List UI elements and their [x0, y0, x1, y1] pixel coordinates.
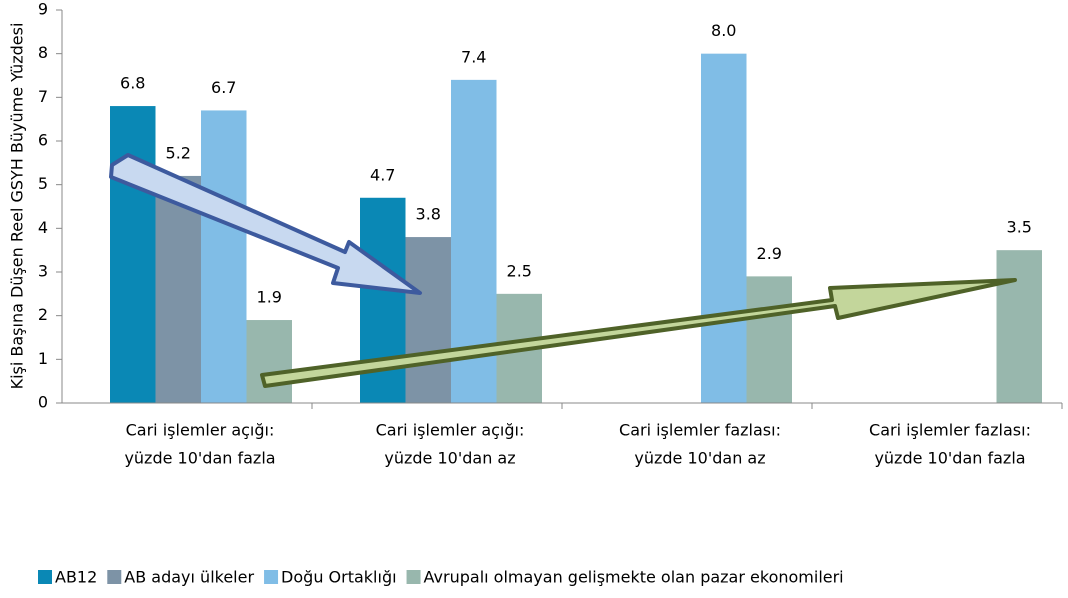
- y-tick-label: 6: [38, 131, 48, 150]
- bar: [996, 250, 1042, 403]
- x-tick-label: yüzde 10'dan fazla: [124, 449, 275, 468]
- data-label: 2.5: [507, 261, 532, 280]
- y-axis-label: Kişi Başına Düşen Reel GSYH Büyüme Yüzde…: [8, 23, 27, 390]
- data-label: 6.8: [120, 74, 145, 93]
- legend-label: AB12: [55, 568, 97, 587]
- y-tick-label: 8: [38, 43, 48, 62]
- legend-swatch: [107, 570, 122, 584]
- legend-label: Avrupalı olmayan gelişmekte olan pazar e…: [424, 568, 844, 587]
- y-tick-label: 9: [38, 0, 48, 19]
- blue-arrow: [109, 153, 422, 295]
- bar: [405, 237, 451, 403]
- bar: [701, 53, 747, 404]
- x-tick-label: yüzde 10'dan az: [384, 449, 515, 468]
- green-arrow: [260, 278, 1017, 388]
- data-label: 7.4: [461, 47, 486, 66]
- bar: [110, 106, 156, 404]
- data-label: 3.8: [416, 205, 441, 224]
- x-tick-label: Cari işlemler fazlası:: [619, 421, 781, 440]
- y-tick-label: 4: [38, 218, 48, 237]
- x-tick-label: yüzde 10'dan az: [634, 449, 765, 468]
- data-label: 1.9: [257, 288, 282, 307]
- bar: [201, 110, 247, 403]
- bar: [246, 320, 292, 403]
- y-tick-label: 3: [38, 262, 48, 281]
- data-label: 2.9: [757, 244, 782, 263]
- data-label: 6.7: [211, 78, 236, 97]
- legend-swatch: [38, 570, 52, 584]
- y-tick-label: 7: [38, 87, 48, 106]
- legend-label: Doğu Ortaklığı: [281, 568, 397, 587]
- data-label: 3.5: [1007, 218, 1032, 237]
- y-tick-label: 1: [38, 349, 48, 368]
- x-tick-label: Cari işlemler açığı:: [376, 421, 525, 440]
- y-tick-label: 0: [38, 393, 48, 412]
- bar: [746, 276, 792, 403]
- data-label: 8.0: [711, 21, 736, 40]
- bar: [155, 175, 201, 403]
- x-tick-label: Cari işlemler açığı:: [126, 421, 275, 440]
- data-label: 5.2: [166, 143, 191, 162]
- legend-swatch: [264, 570, 279, 584]
- y-tick-label: 2: [38, 305, 48, 324]
- x-tick-label: Cari işlemler fazlası:: [869, 421, 1031, 440]
- x-tick-label: yüzde 10'dan fazla: [874, 449, 1025, 468]
- legend-swatch: [406, 570, 421, 584]
- data-label: 4.7: [370, 165, 395, 184]
- legend-label: AB adayı ülkeler: [124, 568, 254, 587]
- y-tick-label: 5: [38, 174, 48, 193]
